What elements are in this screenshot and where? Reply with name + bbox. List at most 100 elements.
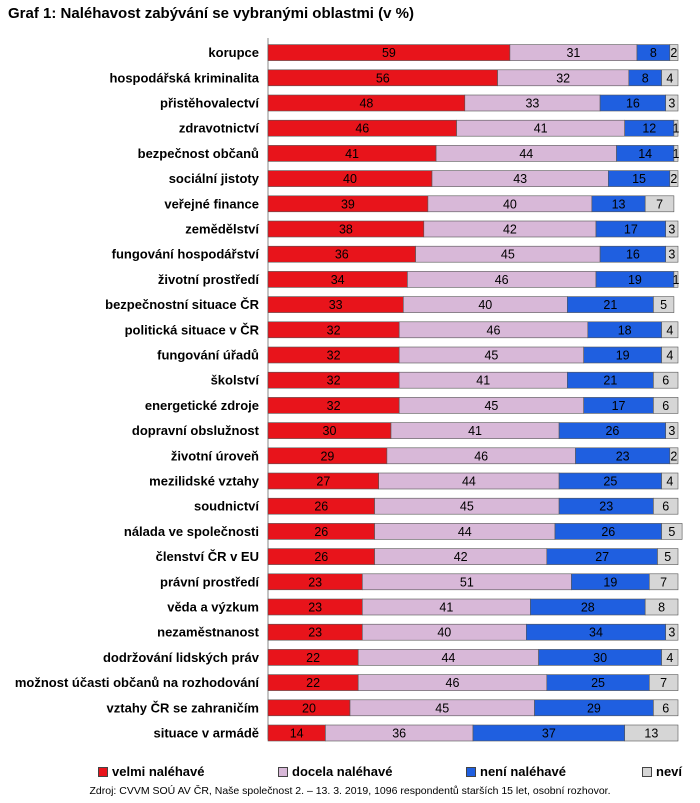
category-label: mezilidské vztahy xyxy=(149,474,260,489)
data-label: 40 xyxy=(503,197,517,211)
data-label: 22 xyxy=(306,676,320,690)
bar-segment-nevi xyxy=(673,271,679,288)
bar-segment-nevi xyxy=(665,623,679,641)
legend-item-neni: není naléhavé xyxy=(466,764,566,779)
data-label: 26 xyxy=(314,500,328,514)
data-label: 3 xyxy=(668,97,675,111)
bar-segment-nevi xyxy=(665,422,679,439)
data-label: 29 xyxy=(320,449,334,463)
bar-segment-nevi xyxy=(669,170,679,187)
data-label: 26 xyxy=(314,525,328,539)
data-label: 5 xyxy=(664,550,671,564)
legend-label: docela naléhavé xyxy=(292,764,393,779)
bar-segment-nevi xyxy=(661,69,679,87)
bar-segment-nevi xyxy=(653,296,675,313)
data-label: 32 xyxy=(327,349,341,363)
data-label: 19 xyxy=(603,575,617,589)
data-label: 27 xyxy=(316,475,330,489)
data-label: 16 xyxy=(626,97,640,111)
data-label: 23 xyxy=(308,626,322,640)
data-label: 21 xyxy=(603,298,617,312)
data-label: 14 xyxy=(638,147,652,161)
legend-swatch xyxy=(98,766,108,777)
data-label: 43 xyxy=(513,172,527,186)
data-label: 28 xyxy=(581,601,595,615)
data-label: 1 xyxy=(672,122,679,136)
category-label: korupce xyxy=(208,45,259,60)
category-label: zdravotnictví xyxy=(179,121,260,136)
category-label: věda a výzkum xyxy=(167,600,259,615)
data-label: 44 xyxy=(458,525,472,539)
data-label: 25 xyxy=(603,475,617,489)
data-label: 32 xyxy=(327,399,341,413)
data-label: 59 xyxy=(382,46,396,60)
data-label: 1 xyxy=(672,147,679,161)
data-label: 31 xyxy=(566,46,580,60)
bar-segment-nevi xyxy=(644,195,675,213)
legend-swatch xyxy=(466,766,476,777)
data-label: 23 xyxy=(599,500,613,514)
category-label: možnost účasti občanů na rozhodování xyxy=(15,675,260,690)
data-label: 8 xyxy=(650,46,657,60)
data-label: 46 xyxy=(474,449,488,463)
data-label: 34 xyxy=(331,273,345,287)
category-label: nálada ve společnosti xyxy=(124,524,259,539)
data-label: 40 xyxy=(437,626,451,640)
legend-label: není naléhavé xyxy=(480,764,566,779)
data-label: 56 xyxy=(376,71,390,85)
category-label: životní prostředí xyxy=(158,272,260,287)
bar-segment-nevi xyxy=(669,447,679,465)
data-label: 19 xyxy=(616,349,630,363)
data-label: 14 xyxy=(290,727,304,741)
category-label: dopravní obslužnost xyxy=(132,423,260,438)
data-label: 40 xyxy=(478,298,492,312)
data-label: 41 xyxy=(534,122,548,136)
data-label: 45 xyxy=(501,248,515,262)
bar-segment-nevi xyxy=(644,598,679,616)
category-label: životní úroveň xyxy=(171,448,259,463)
chart-title: Graf 1: Naléhavost zabývání se vybranými… xyxy=(8,5,414,22)
bar-segment-nevi xyxy=(653,397,679,414)
category-label: fungování hospodářství xyxy=(112,247,260,262)
data-label: 6 xyxy=(662,399,669,413)
data-label: 26 xyxy=(605,424,619,438)
bar-segment-nevi xyxy=(665,94,679,112)
bar-segment-nevi xyxy=(653,699,679,717)
data-label: 33 xyxy=(525,97,539,111)
bar-segment-nevi xyxy=(653,371,679,389)
data-label: 27 xyxy=(595,550,609,564)
data-label: 23 xyxy=(616,449,630,463)
data-label: 12 xyxy=(642,122,656,136)
data-label: 1 xyxy=(672,273,679,287)
bar-segment-nevi xyxy=(624,724,679,742)
data-label: 44 xyxy=(441,651,455,665)
legend: velmi naléhavé docela naléhavé není nalé… xyxy=(0,764,700,782)
data-label: 41 xyxy=(439,601,453,615)
data-label: 3 xyxy=(668,424,675,438)
bar-segment-nevi xyxy=(653,497,679,515)
data-label: 6 xyxy=(662,701,669,715)
category-label: energetické zdroje xyxy=(145,398,259,413)
category-label: veřejné finance xyxy=(164,196,259,211)
data-label: 3 xyxy=(668,248,675,262)
data-label: 45 xyxy=(484,399,498,413)
data-label: 3 xyxy=(668,223,675,237)
data-label: 41 xyxy=(468,424,482,438)
data-label: 46 xyxy=(355,122,369,136)
category-label: hospodářská kriminalita xyxy=(109,70,259,85)
source-note: Zdroj: CVVM SOÚ AV ČR, Naše společnost 2… xyxy=(89,785,611,797)
data-label: 20 xyxy=(302,701,316,715)
data-label: 32 xyxy=(327,374,341,388)
bar-segment-nevi xyxy=(661,649,679,666)
data-label: 4 xyxy=(666,71,673,85)
category-label: sociální jistoty xyxy=(169,171,260,186)
data-label: 16 xyxy=(626,248,640,262)
category-label: dodržování lidských práv xyxy=(103,650,260,665)
data-label: 45 xyxy=(460,500,474,514)
category-label: politická situace v ČR xyxy=(125,322,260,337)
data-label: 13 xyxy=(612,197,626,211)
data-label: 46 xyxy=(487,323,501,337)
data-label: 2 xyxy=(670,449,677,463)
data-label: 4 xyxy=(666,475,673,489)
